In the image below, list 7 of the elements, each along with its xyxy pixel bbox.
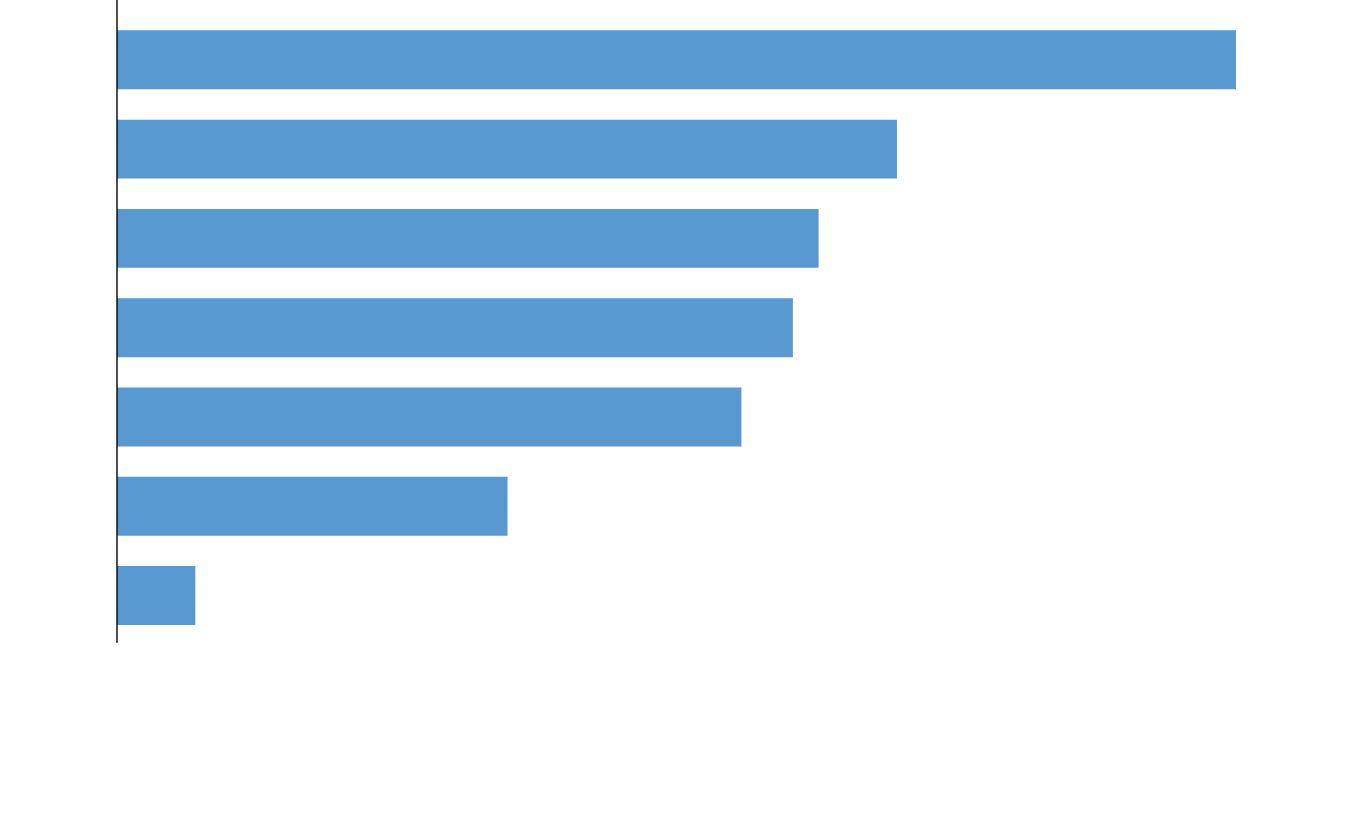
- bar: [117, 119, 897, 179]
- bar: [117, 476, 508, 536]
- bar: [117, 387, 742, 447]
- bar: [117, 566, 196, 626]
- bar: [117, 208, 819, 268]
- bar: [117, 30, 1236, 90]
- bar: [117, 298, 793, 358]
